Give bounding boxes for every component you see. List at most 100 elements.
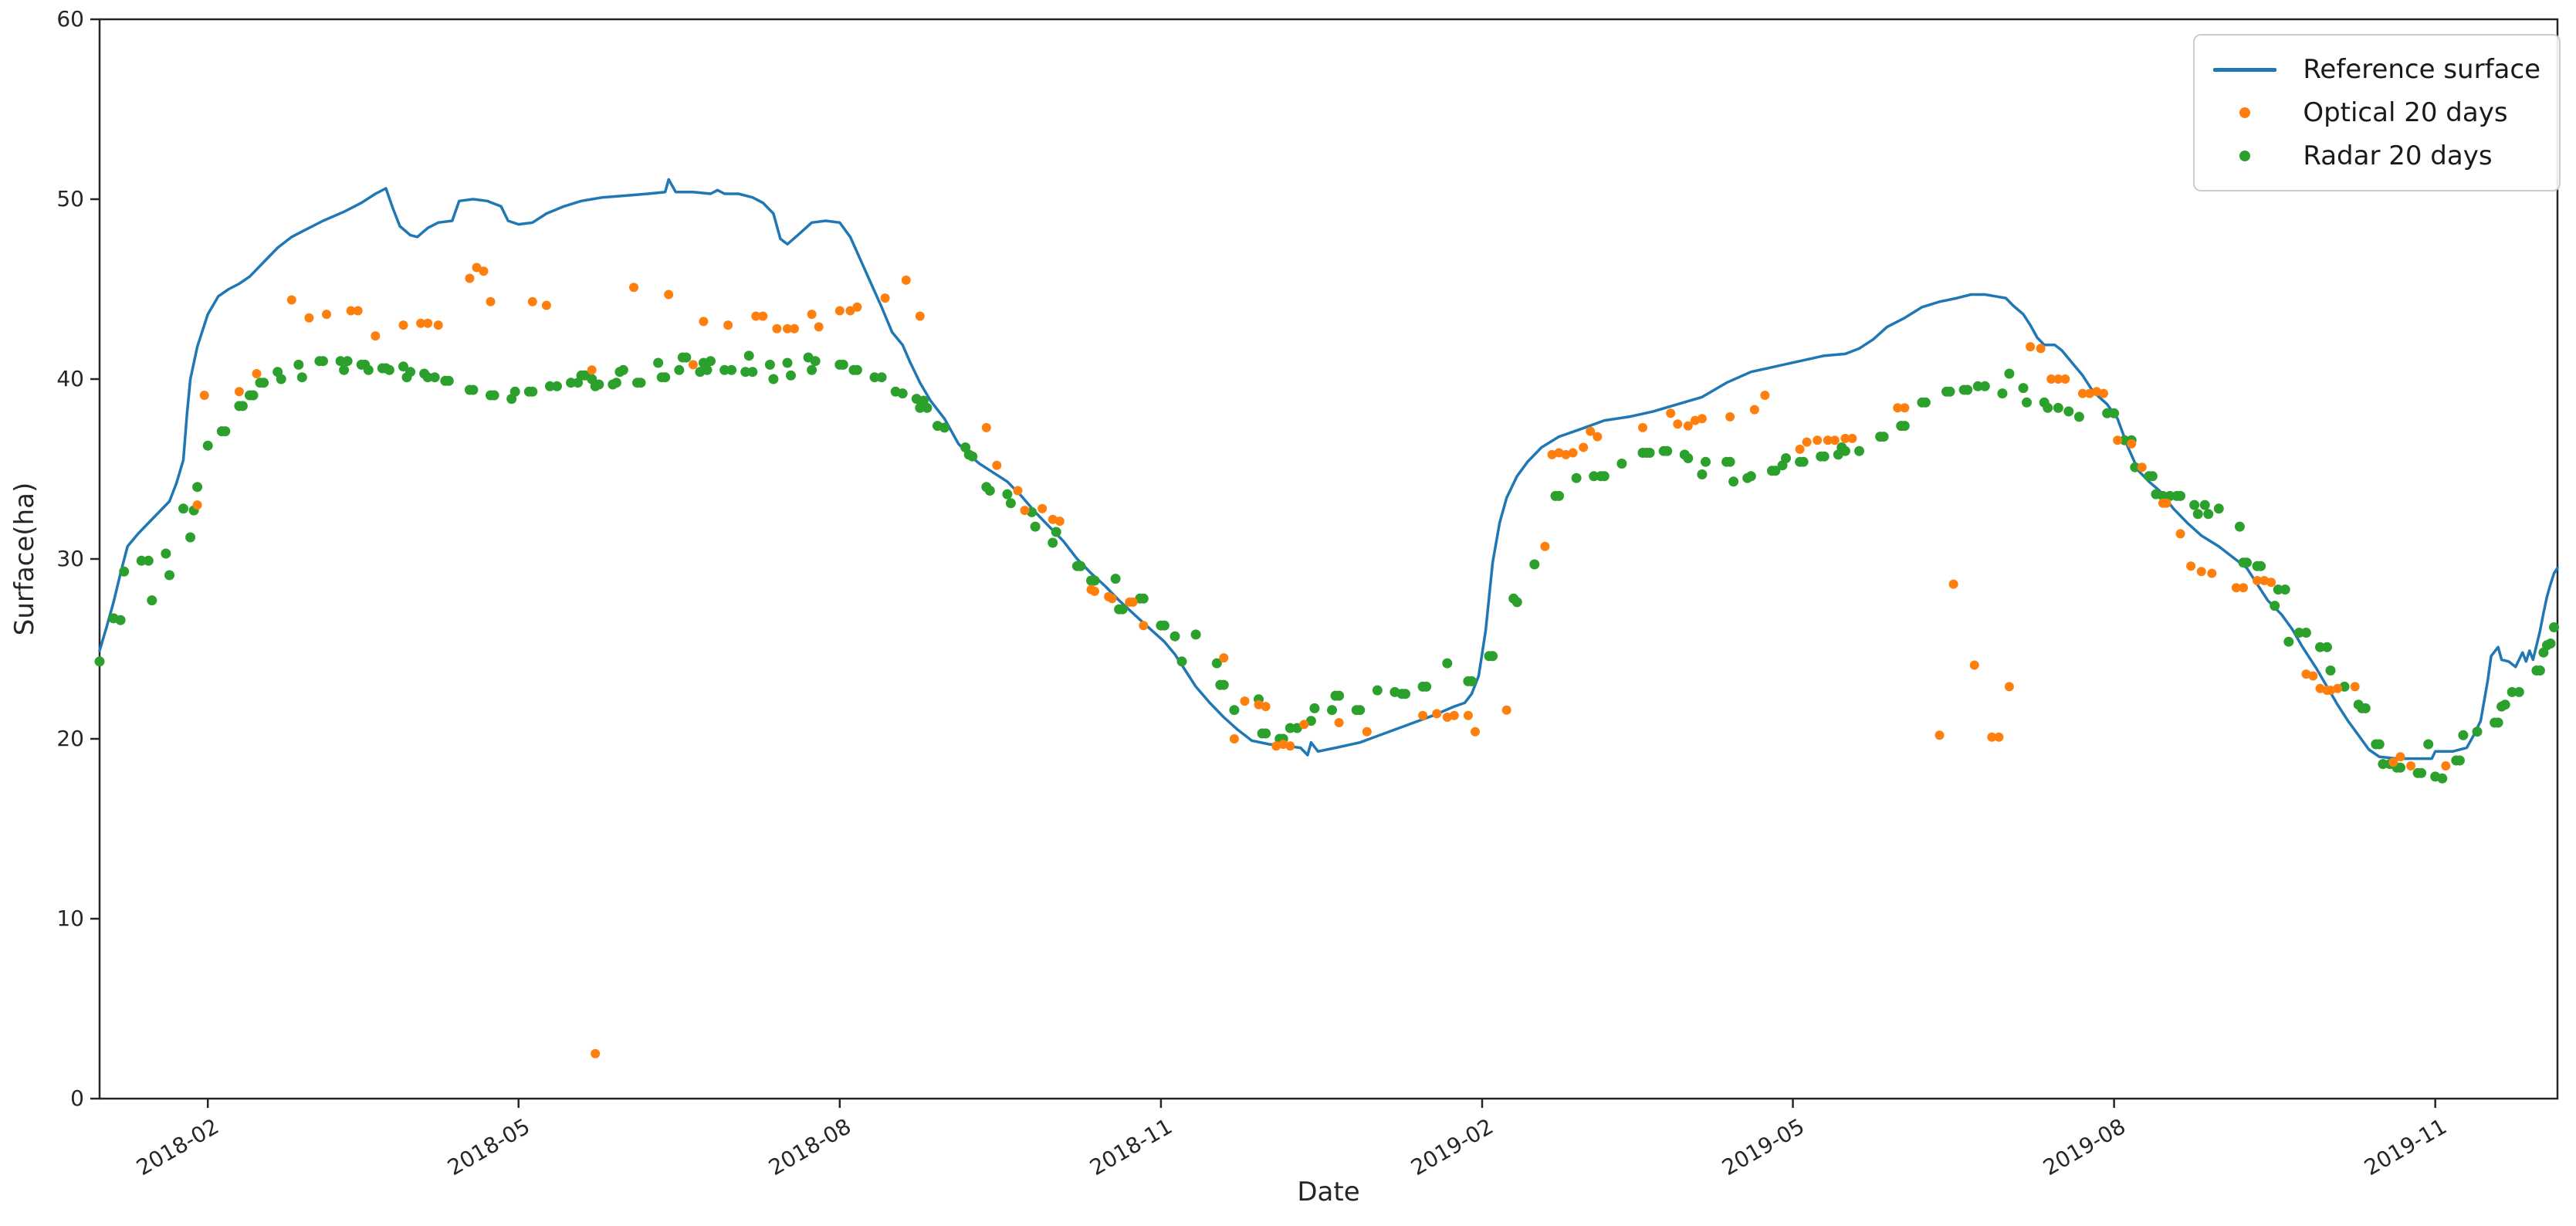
radar-point <box>869 372 880 383</box>
radar-point <box>1089 575 1100 586</box>
radar-point <box>2043 402 2053 413</box>
radar-point <box>1697 469 1708 479</box>
radar-point <box>1117 604 1128 615</box>
optical-point <box>2186 561 2196 571</box>
legend-label: Optical 20 days <box>2303 97 2508 128</box>
optical-point <box>2441 761 2451 770</box>
radar-point <box>2130 462 2141 472</box>
optical-point <box>1935 730 1945 740</box>
radar-point <box>1466 676 1477 686</box>
optical-point <box>814 322 824 332</box>
optical-point <box>1802 437 1812 447</box>
optical-point <box>992 460 1002 470</box>
optical-point <box>2207 568 2217 578</box>
optical-point <box>2099 388 2108 398</box>
radar-point <box>342 356 353 367</box>
optical-point <box>1987 732 1997 742</box>
radar-point <box>2165 490 2175 501</box>
radar-point <box>1159 620 1170 631</box>
radar-point <box>2256 561 2266 571</box>
radar-point <box>2549 622 2559 632</box>
radar-point <box>1840 445 1850 456</box>
optical-point <box>304 313 314 323</box>
optical-point <box>1749 405 1759 415</box>
radar-point <box>1662 445 1673 456</box>
radar-point <box>296 372 307 383</box>
optical-point <box>629 283 638 293</box>
optical-point <box>252 369 262 378</box>
radar-point <box>566 378 577 388</box>
radar-point <box>1644 448 1655 458</box>
optical-point <box>1449 710 1459 720</box>
axes-border <box>98 18 2559 1100</box>
radar-point <box>2458 730 2469 740</box>
optical-point <box>1666 408 1676 418</box>
optical-point <box>1900 403 1910 413</box>
radar-point <box>810 356 821 367</box>
radar-point <box>1571 472 1582 483</box>
radar-point <box>509 386 520 397</box>
optical-point <box>1013 486 1023 496</box>
radar-point <box>2280 584 2290 595</box>
optical-point <box>723 320 733 330</box>
radar-point <box>2454 755 2465 766</box>
radar-point <box>726 364 737 375</box>
optical-point <box>1418 710 1428 720</box>
radar-point <box>719 364 730 375</box>
radar-point <box>2472 726 2483 737</box>
radar-point <box>318 356 328 367</box>
optical-point <box>2266 577 2276 588</box>
optical-point <box>1334 718 1344 727</box>
radar-point <box>202 440 213 451</box>
radar-point <box>2158 490 2168 501</box>
radar-point <box>740 367 751 378</box>
optical-point <box>465 273 475 283</box>
radar-point <box>2513 686 2524 697</box>
radar-point <box>2102 408 2113 418</box>
optical-point <box>699 317 709 327</box>
radar-point <box>1421 681 1432 692</box>
optical-point <box>2196 567 2206 577</box>
optical-point <box>416 318 426 328</box>
radar-point <box>398 361 408 372</box>
optical-point <box>1593 432 1603 442</box>
optical-point <box>1697 414 1707 424</box>
optical-point <box>2137 462 2147 472</box>
radar-point <box>1701 456 1711 467</box>
radar-point <box>838 359 848 370</box>
radar-point <box>468 384 479 395</box>
optical-point <box>1690 415 1700 425</box>
optical-point <box>1229 734 1239 743</box>
radar-point <box>1372 685 1383 696</box>
radar-point <box>2018 383 2029 394</box>
radar-point <box>1878 432 1889 442</box>
optical-point <box>1299 720 1309 730</box>
radar-point <box>1972 381 1983 391</box>
radar-point <box>807 364 817 375</box>
radar-point <box>743 351 754 361</box>
radar-point <box>1728 476 1739 487</box>
radar-point <box>2300 628 2311 638</box>
radar-point <box>653 357 664 368</box>
radar-point <box>1075 561 1086 571</box>
optical-point <box>472 262 482 273</box>
radar-point <box>164 570 174 581</box>
radar-point <box>339 364 350 375</box>
radar-point <box>1899 421 1910 432</box>
optical-point <box>371 331 381 341</box>
y-axis-title: Surface(ha) <box>9 482 40 636</box>
radar-point <box>1170 631 1180 642</box>
optical-point <box>2260 576 2270 585</box>
optical-point <box>1568 448 1578 458</box>
optical-point <box>1683 421 1693 431</box>
radar-point <box>2147 471 2158 482</box>
optical-point <box>1471 726 1480 737</box>
optical-point <box>758 311 768 321</box>
optical-point <box>1547 449 1557 459</box>
optical-point <box>1139 621 1149 631</box>
radar-point <box>706 356 716 367</box>
radar-point <box>363 364 374 375</box>
radar-point <box>185 532 196 543</box>
optical-point <box>322 310 331 320</box>
radar-point <box>702 364 713 375</box>
